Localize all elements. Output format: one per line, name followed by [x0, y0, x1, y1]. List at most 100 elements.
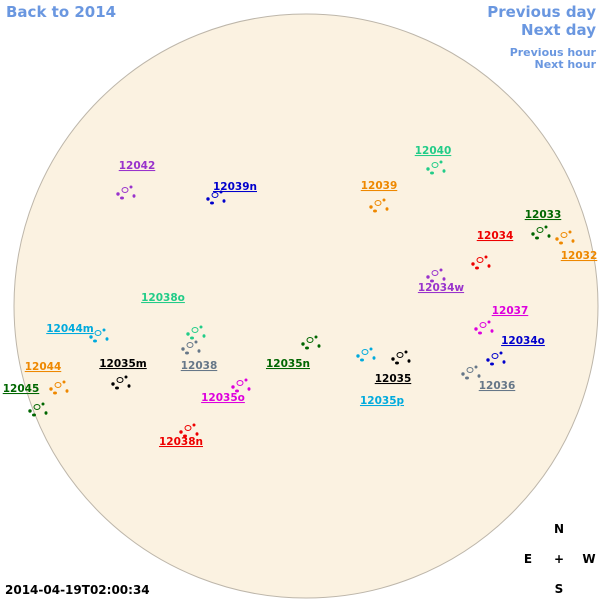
sunspot	[179, 430, 183, 434]
region-label[interactable]: 12034	[477, 230, 514, 242]
sunspot	[461, 372, 465, 376]
sunspot	[404, 350, 408, 354]
sunspot	[49, 387, 53, 391]
sunspot	[474, 365, 478, 369]
sunspot	[105, 337, 109, 341]
sunspot	[536, 227, 544, 233]
sunspot	[475, 266, 479, 270]
sunspot	[547, 234, 551, 238]
region-label[interactable]: 12033	[525, 209, 562, 221]
region-label[interactable]: 12035p	[360, 395, 405, 407]
sunspot	[426, 167, 430, 171]
region-label[interactable]: 12036	[479, 380, 516, 392]
sunspot	[222, 199, 226, 203]
sunspot	[219, 190, 223, 194]
region-label[interactable]: 12032	[561, 250, 598, 262]
sunspot	[211, 192, 219, 198]
region-label[interactable]: 12035m	[99, 358, 147, 370]
sunspot	[41, 402, 45, 406]
sunspot	[93, 339, 97, 343]
region-label[interactable]: 12042	[119, 160, 156, 172]
region-label[interactable]: 12044	[25, 361, 62, 373]
region-label[interactable]: 12035o	[201, 392, 245, 404]
sunspot	[129, 185, 133, 189]
sunspot	[477, 374, 481, 378]
sunspot	[356, 354, 360, 358]
sunspot	[54, 382, 62, 388]
sunspot	[382, 198, 386, 202]
sunspot	[490, 329, 494, 333]
sunspot	[132, 194, 136, 198]
sunspot	[111, 382, 115, 386]
sunspot	[374, 200, 382, 206]
sunspot	[62, 380, 66, 384]
sunspot	[471, 262, 475, 266]
region-label[interactable]: 12045	[3, 383, 40, 395]
region-label[interactable]: 12034o	[501, 335, 545, 347]
compass-south: S	[555, 582, 564, 596]
region-label[interactable]: 12035n	[266, 358, 310, 370]
sunspot	[190, 336, 194, 340]
sunspot	[560, 232, 568, 238]
sunspot	[430, 171, 434, 175]
region-label[interactable]: 12038	[181, 360, 218, 372]
sunspot	[199, 325, 203, 329]
sunspot	[476, 257, 484, 263]
sunspot	[407, 359, 411, 363]
region-label[interactable]: 12039	[361, 180, 398, 192]
sunspot	[571, 239, 575, 243]
sunspot	[439, 160, 443, 164]
sunspot	[499, 351, 503, 355]
next-hour-link[interactable]: Next hour	[535, 58, 597, 71]
sunspot	[191, 327, 199, 333]
sunspot	[396, 352, 404, 358]
sunspot	[426, 275, 430, 279]
sunspot	[192, 423, 196, 427]
previous-day-link[interactable]: Previous day	[487, 3, 596, 21]
compass-north: N	[554, 522, 564, 536]
sunspot	[65, 389, 69, 393]
sunspot	[369, 205, 373, 209]
sunspot	[466, 367, 474, 373]
sunspot	[486, 358, 490, 362]
region-label[interactable]: 12039n	[213, 181, 257, 193]
sunspot	[544, 225, 548, 229]
region-label[interactable]: 12044m	[46, 323, 94, 335]
sunspot	[210, 201, 214, 205]
sunspot	[102, 328, 106, 332]
sunspot	[305, 346, 309, 350]
sunspot	[181, 347, 185, 351]
sunspot	[247, 387, 251, 391]
sunspot	[314, 335, 318, 339]
sunspot	[531, 232, 535, 236]
region-label[interactable]: 12037	[492, 305, 529, 317]
sunspot	[244, 378, 248, 382]
sunspot	[231, 385, 235, 389]
sunspot	[44, 411, 48, 415]
sunspot	[116, 192, 120, 196]
sunspot	[195, 432, 199, 436]
previous-hour-link[interactable]: Previous hour	[510, 46, 597, 59]
sunspot	[127, 384, 131, 388]
compass-center: +	[554, 552, 564, 566]
back-link[interactable]: Back to 2014	[6, 3, 116, 21]
sunspot	[431, 162, 439, 168]
region-label[interactable]: 12040	[415, 145, 452, 157]
next-day-link[interactable]: Next day	[521, 21, 596, 39]
sunspot	[395, 361, 399, 365]
sunspot	[235, 389, 239, 393]
sunspot	[317, 344, 321, 348]
sunspot	[430, 279, 434, 283]
sunspot	[484, 255, 488, 259]
sunspot	[116, 377, 124, 383]
region-label[interactable]: 12034w	[418, 282, 465, 294]
region-label[interactable]: 12038n	[159, 436, 203, 448]
sunspot	[479, 322, 487, 328]
sunspot	[306, 337, 314, 343]
sunspot	[32, 413, 36, 417]
sunspot	[487, 264, 491, 268]
sunspot	[442, 277, 446, 281]
region-label[interactable]: 12038o	[141, 292, 185, 304]
region-label[interactable]: 12035	[375, 373, 412, 385]
